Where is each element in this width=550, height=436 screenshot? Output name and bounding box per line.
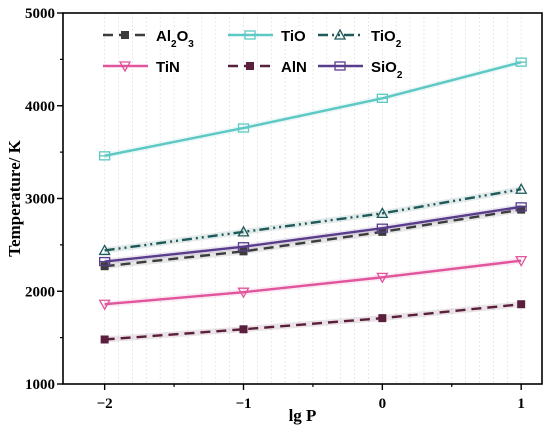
point-tin xyxy=(237,287,250,299)
legend-marker-sio2 xyxy=(334,61,346,71)
point-tio2 xyxy=(376,207,389,218)
point-sio2 xyxy=(515,202,527,212)
x-tick-label: 1 xyxy=(517,396,525,412)
line-tio2 xyxy=(104,188,522,252)
series-tio2 xyxy=(98,182,528,256)
point-tio xyxy=(515,57,527,67)
series-layer xyxy=(98,57,528,344)
legend-marker-al2o3 xyxy=(121,31,129,39)
legend-item-aln: AlN xyxy=(228,59,307,76)
axis-ticks: −2 −1 0 1 1000 2000 3000 4000 5000 xyxy=(25,6,525,412)
point-sio2 xyxy=(376,223,388,233)
point-aln xyxy=(517,300,526,309)
point-al2o3 xyxy=(517,205,526,214)
point-tio2 xyxy=(515,182,528,194)
x-tick-label: 0 xyxy=(379,396,387,412)
point-sio2 xyxy=(99,256,111,267)
line-aln xyxy=(104,303,522,341)
legend-label-tin: TiN xyxy=(156,59,180,76)
point-aln xyxy=(239,325,248,334)
y-tick-label: 3000 xyxy=(25,192,55,208)
legend-item-tio: TiO xyxy=(228,28,306,45)
line-tin xyxy=(104,259,522,306)
legend-label-al2o3: Al2O3 xyxy=(156,28,194,50)
point-sio2 xyxy=(237,242,250,252)
legend-item-tio2: TiO2 xyxy=(318,28,402,50)
legend: Al2O3 TiO TiO2 TiN AlN SiO2 xyxy=(103,28,403,81)
point-tin xyxy=(376,272,389,284)
point-tio xyxy=(99,151,111,161)
point-tio2 xyxy=(237,225,250,237)
y-tick-label: 5000 xyxy=(25,6,55,22)
point-tin xyxy=(515,255,528,267)
line-tio xyxy=(104,60,522,158)
legend-marker-tio2 xyxy=(333,28,347,40)
legend-marker-aln xyxy=(246,62,254,70)
series-tio xyxy=(99,57,527,161)
point-tio xyxy=(376,93,388,103)
legend-marker-tin xyxy=(118,61,132,73)
series-sio2 xyxy=(99,202,527,267)
point-aln xyxy=(100,335,109,344)
series-tin xyxy=(98,255,528,311)
line-al2o3 xyxy=(104,208,522,268)
confidence-band-aln xyxy=(104,301,522,343)
series-aln xyxy=(100,300,526,344)
legend-label-tio2: TiO2 xyxy=(371,28,402,50)
legend-item-sio2: SiO2 xyxy=(318,59,403,81)
legend-label-tio: TiO xyxy=(281,28,306,45)
legend-marker-tio xyxy=(244,30,256,40)
y-tick-label: 2000 xyxy=(25,284,55,300)
point-tio xyxy=(237,123,250,133)
legend-label-aln: AlN xyxy=(281,59,307,76)
point-tin xyxy=(98,299,111,311)
legend-label-sio2: SiO2 xyxy=(371,59,403,81)
y-tick-label: 4000 xyxy=(25,99,55,115)
y-axis-title: Temperature/ K xyxy=(5,139,24,256)
y-tick-label: 1000 xyxy=(25,377,55,393)
x-axis-title: lg P xyxy=(289,406,317,425)
point-aln xyxy=(378,314,387,323)
x-tick-label: −1 xyxy=(235,396,251,412)
x-tick-label: −2 xyxy=(97,396,113,412)
point-tio2 xyxy=(98,244,111,256)
line-sio2 xyxy=(104,205,522,263)
legend-item-tin: TiN xyxy=(103,59,180,76)
legend-item-al2o3: Al2O3 xyxy=(103,28,194,50)
confidence-band-al2o3 xyxy=(104,206,522,270)
